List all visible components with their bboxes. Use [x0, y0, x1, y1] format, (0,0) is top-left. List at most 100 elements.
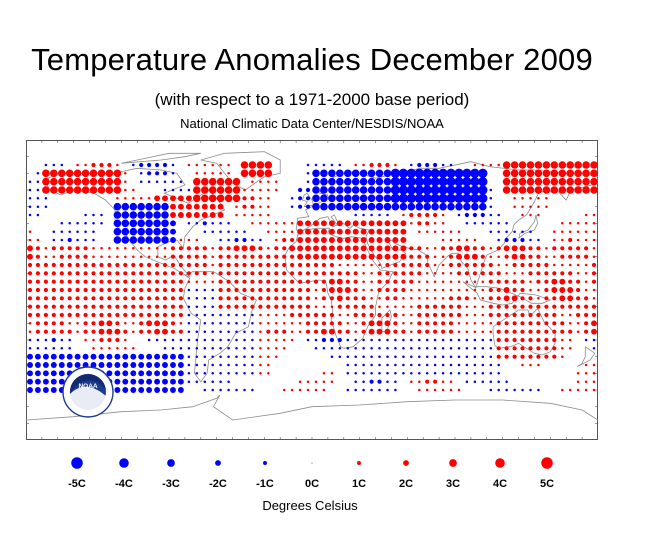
- anomaly-dot: [344, 220, 351, 227]
- anomaly-dot: [100, 247, 103, 250]
- anomaly-dot: [305, 228, 311, 235]
- anomaly-dot: [28, 213, 32, 217]
- anomaly-dot: [251, 180, 254, 183]
- anomaly-dot: [568, 230, 572, 233]
- anomaly-dot: [203, 163, 207, 167]
- anomaly-dot: [592, 213, 596, 217]
- anomaly-dot: [370, 272, 373, 275]
- anomaly-dot: [34, 378, 41, 385]
- anomaly-dot: [42, 362, 49, 368]
- anomaly-dot: [177, 212, 184, 218]
- anomaly-dot: [320, 328, 327, 335]
- anomaly-dot: [170, 246, 176, 251]
- anomaly-dot: [248, 169, 257, 178]
- anomaly-dot: [520, 279, 525, 284]
- anomaly-dot: [472, 212, 477, 218]
- anomaly-dot: [528, 354, 533, 359]
- anomaly-dot: [171, 163, 175, 167]
- anomaly-dot: [305, 237, 311, 243]
- anomaly-dot: [58, 353, 65, 360]
- anomaly-dot: [521, 363, 524, 367]
- anomaly-dot: [161, 202, 169, 211]
- anomaly-dot: [259, 180, 262, 183]
- anomaly-dot: [306, 172, 310, 175]
- anomaly-dot: [66, 353, 73, 360]
- anomaly-dot: [478, 177, 488, 187]
- anomaly-dot: [370, 355, 373, 358]
- anomaly-dot: [480, 212, 485, 218]
- anomaly-dot: [441, 272, 445, 275]
- anomaly-dot: [282, 230, 286, 233]
- anomaly-dot: [313, 245, 319, 252]
- anomaly-dot: [75, 304, 80, 309]
- anomaly-dot: [497, 363, 500, 367]
- anomaly-dot: [51, 329, 56, 334]
- anomaly-dot: [99, 337, 104, 343]
- anomaly-dot: [92, 222, 95, 225]
- anomaly-dot: [27, 279, 33, 284]
- anomaly-dot: [274, 246, 279, 251]
- anomaly-dot: [218, 262, 223, 268]
- anomaly-dot: [211, 338, 214, 342]
- anomaly-dot: [542, 161, 551, 169]
- anomaly-dot: [344, 237, 351, 243]
- anomaly-dot: [566, 186, 574, 194]
- anomaly-dot: [147, 312, 152, 318]
- anomaly-dot: [398, 177, 409, 187]
- anomaly-dot: [370, 263, 373, 267]
- anomaly-dot: [456, 312, 462, 318]
- anomaly-dot: [574, 177, 582, 186]
- anomaly-dot: [576, 372, 580, 375]
- anomaly-dot: [401, 287, 406, 293]
- anomaly-dot: [430, 185, 440, 195]
- anomaly-dot: [195, 347, 199, 350]
- anomaly-dot: [328, 169, 336, 178]
- anomaly-dot: [457, 347, 461, 350]
- anomaly-dot: [438, 168, 448, 178]
- anomaly-dot: [298, 287, 303, 293]
- anomaly-dot: [378, 363, 381, 367]
- anomaly-dot: [582, 177, 590, 186]
- anomaly-dot: [438, 185, 448, 195]
- anomaly-dot: [162, 171, 168, 176]
- anomaly-dot: [91, 329, 96, 334]
- anomaly-dot: [346, 355, 350, 358]
- anomaly-dot: [227, 322, 230, 325]
- anomaly-dot: [361, 296, 366, 301]
- coastlines: [26, 151, 598, 421]
- anomaly-dot: [50, 370, 57, 377]
- anomaly-dot: [488, 296, 493, 301]
- anomaly-dot: [362, 272, 365, 275]
- anomaly-dot: [344, 186, 352, 194]
- anomaly-dot: [558, 186, 567, 194]
- anomaly-dot: [368, 328, 375, 335]
- anomaly-dot: [90, 353, 97, 360]
- anomaly-dot: [544, 346, 549, 351]
- anomaly-dot: [258, 262, 263, 268]
- anomaly-dot: [298, 388, 302, 392]
- anomaly-dot: [330, 372, 334, 375]
- anomaly-dot: [328, 186, 336, 194]
- anomaly-dot: [162, 296, 168, 301]
- anomaly-dot: [473, 338, 477, 342]
- anomaly-dot: [68, 322, 71, 325]
- anomaly-dot: [384, 220, 391, 227]
- anomaly-dot: [425, 262, 430, 268]
- anomaly-dot: [536, 279, 541, 284]
- anomaly-dot: [211, 263, 214, 267]
- anomaly-dot: [282, 246, 287, 251]
- anomaly-dot: [187, 288, 191, 292]
- anomaly-dot: [187, 322, 191, 325]
- anomaly-dot: [98, 353, 105, 360]
- noaa-logo: NOAA: [62, 366, 114, 418]
- anomaly-dot: [234, 254, 239, 259]
- anomaly-dot: [338, 355, 342, 358]
- anomaly-dot: [51, 271, 56, 276]
- anomaly-dot: [89, 169, 98, 178]
- anomaly-dot: [123, 296, 128, 301]
- anomaly-dot: [520, 304, 525, 309]
- anomaly-dot: [305, 253, 311, 260]
- anomaly-dot: [518, 177, 527, 186]
- anomaly-dot: [170, 362, 176, 368]
- anomaly-dot: [496, 246, 501, 251]
